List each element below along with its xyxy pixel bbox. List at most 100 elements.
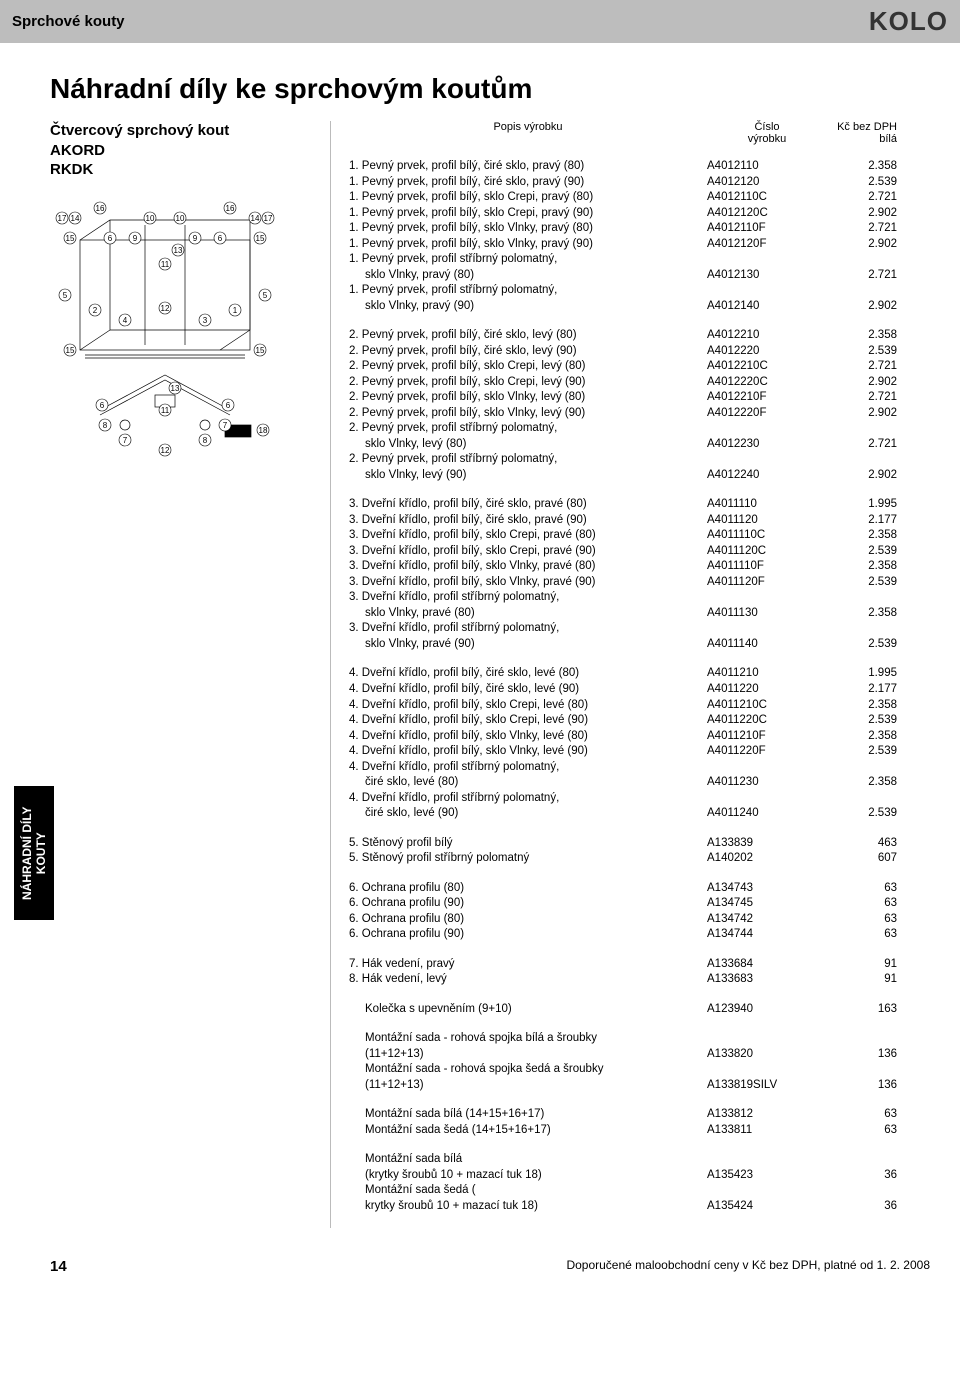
table-row: 3. Dveřní křídlo, profil bílý, čiré sklo… bbox=[349, 513, 930, 529]
table-row: sklo Vlnky, levý (90)A40122402.902 bbox=[349, 468, 930, 484]
cell-code: A4012120F bbox=[707, 237, 827, 253]
cell-description: 5. Stěnový profil stříbrný polomatný bbox=[349, 851, 707, 867]
cell-price: 2.358 bbox=[827, 159, 897, 175]
cell-description: 1. Pevný prvek, profil bílý, sklo Vlnky,… bbox=[349, 237, 707, 253]
svg-text:12: 12 bbox=[161, 304, 170, 313]
cell-code bbox=[707, 1152, 827, 1168]
table-row: 3. Dveřní křídlo, profil stříbrný poloma… bbox=[349, 621, 930, 637]
cell-description: 6. Ochrana profilu (80) bbox=[349, 912, 707, 928]
cell-code: A4012130 bbox=[707, 268, 827, 284]
table-row: 4. Dveřní křídlo, profil stříbrný poloma… bbox=[349, 791, 930, 807]
table-row: 2. Pevný prvek, profil bílý, sklo Vlnky,… bbox=[349, 406, 930, 422]
cell-code: A4012230 bbox=[707, 437, 827, 453]
table-row: 1. Pevný prvek, profil bílý, sklo Vlnky,… bbox=[349, 221, 930, 237]
cell-code: A133819SILV bbox=[707, 1078, 827, 1094]
cell-description: 2. Pevný prvek, profil bílý, sklo Crepi,… bbox=[349, 375, 707, 391]
table-row: 1. Pevný prvek, profil bílý, sklo Vlnky,… bbox=[349, 237, 930, 253]
cell-price bbox=[827, 1031, 897, 1047]
cell-price: 2.539 bbox=[827, 344, 897, 360]
cell-code: A133684 bbox=[707, 957, 827, 973]
table-row: čiré sklo, levé (80)A40112302.358 bbox=[349, 775, 930, 791]
cell-description: 4. Dveřní křídlo, profil bílý, sklo Crep… bbox=[349, 698, 707, 714]
svg-text:7: 7 bbox=[123, 436, 128, 445]
col-header-price: Kč bez DPH bílá bbox=[827, 121, 897, 145]
cell-code: A4012120 bbox=[707, 175, 827, 191]
parts-block: 5. Stěnový profil bílýA1338394635. Stěno… bbox=[349, 836, 930, 867]
cell-price: 2.902 bbox=[827, 237, 897, 253]
cell-price: 91 bbox=[827, 957, 897, 973]
cell-code: A4011110 bbox=[707, 497, 827, 513]
cell-description: krytky šroubů 10 + mazací tuk 18) bbox=[349, 1199, 707, 1215]
svg-text:7: 7 bbox=[223, 421, 228, 430]
cell-description: 6. Ochrana profilu (90) bbox=[349, 927, 707, 943]
cell-description: 3. Dveřní křídlo, profil bílý, čiré sklo… bbox=[349, 497, 707, 513]
cell-price: 2.539 bbox=[827, 744, 897, 760]
cell-description: sklo Vlnky, levý (80) bbox=[349, 437, 707, 453]
cell-code: A4011210 bbox=[707, 666, 827, 682]
cell-code: A4011130 bbox=[707, 606, 827, 622]
cell-description: 3. Dveřní křídlo, profil bílý, sklo Crep… bbox=[349, 528, 707, 544]
cell-description: sklo Vlnky, pravý (80) bbox=[349, 268, 707, 284]
svg-text:6: 6 bbox=[100, 401, 105, 410]
cell-description: 7. Hák vedení, pravý bbox=[349, 957, 707, 973]
cell-code: A4011220F bbox=[707, 744, 827, 760]
cell-price bbox=[827, 621, 897, 637]
table-row: Montážní sada - rohová spojka bílá a šro… bbox=[349, 1031, 930, 1047]
svg-text:14: 14 bbox=[251, 214, 260, 223]
table-row: krytky šroubů 10 + mazací tuk 18)A135424… bbox=[349, 1199, 930, 1215]
cell-description: 1. Pevný prvek, profil stříbrný polomatn… bbox=[349, 283, 707, 299]
cell-price: 2.721 bbox=[827, 390, 897, 406]
table-row: 4. Dveřní křídlo, profil bílý, sklo Vlnk… bbox=[349, 729, 930, 745]
svg-text:6: 6 bbox=[108, 234, 113, 243]
cell-description: 1. Pevný prvek, profil bílý, sklo Crepi,… bbox=[349, 206, 707, 222]
table-row: 3. Dveřní křídlo, profil bílý, sklo Vlnk… bbox=[349, 575, 930, 591]
side-category-tab: NÁHRADNÍ DÍLY KOUTY bbox=[14, 786, 54, 920]
cell-price: 2.539 bbox=[827, 637, 897, 653]
svg-text:13: 13 bbox=[171, 384, 180, 393]
cell-price: 2.358 bbox=[827, 775, 897, 791]
parts-block: Kolečka s upevněním (9+10)A123940163 bbox=[349, 1002, 930, 1018]
table-row: 2. Pevný prvek, profil stříbrný polomatn… bbox=[349, 452, 930, 468]
cell-price: 63 bbox=[827, 896, 897, 912]
cell-code: A4012110C bbox=[707, 190, 827, 206]
table-row: Montážní sada - rohová spojka šedá a šro… bbox=[349, 1062, 930, 1078]
cell-description: Montážní sada šedá ( bbox=[349, 1183, 707, 1199]
cell-code: A4012240 bbox=[707, 468, 827, 484]
cell-price: 63 bbox=[827, 927, 897, 943]
svg-text:14: 14 bbox=[71, 214, 80, 223]
svg-text:8: 8 bbox=[203, 436, 208, 445]
cell-code: A133683 bbox=[707, 972, 827, 988]
cell-description: 3. Dveřní křídlo, profil stříbrný poloma… bbox=[349, 590, 707, 606]
cell-price: 36 bbox=[827, 1168, 897, 1184]
cell-description: 6. Ochrana profilu (90) bbox=[349, 896, 707, 912]
cell-price: 136 bbox=[827, 1047, 897, 1063]
svg-text:16: 16 bbox=[96, 204, 105, 213]
cell-code: A133811 bbox=[707, 1123, 827, 1139]
cell-description: Montážní sada bílá (14+15+16+17) bbox=[349, 1107, 707, 1123]
footer-note: Doporučené maloobchodní ceny v Kč bez DP… bbox=[566, 1258, 930, 1275]
cell-code: A4011140 bbox=[707, 637, 827, 653]
cell-price: 2.177 bbox=[827, 513, 897, 529]
cell-code: A4011220C bbox=[707, 713, 827, 729]
svg-text:9: 9 bbox=[133, 234, 138, 243]
product-line3: RKDK bbox=[50, 160, 330, 180]
cell-description: Montážní sada šedá (14+15+16+17) bbox=[349, 1123, 707, 1139]
parts-table: 1. Pevný prvek, profil bílý, čiré sklo, … bbox=[349, 159, 930, 1214]
cell-code: A135423 bbox=[707, 1168, 827, 1184]
cell-price bbox=[827, 590, 897, 606]
table-row: (11+12+13)A133819SILV136 bbox=[349, 1078, 930, 1094]
cell-code: A4011120 bbox=[707, 513, 827, 529]
cell-description: 3. Dveřní křídlo, profil bílý, sklo Vlnk… bbox=[349, 575, 707, 591]
col-header-code: Číslo výrobku bbox=[707, 121, 827, 145]
cell-description: 2. Pevný prvek, profil bílý, sklo Crepi,… bbox=[349, 359, 707, 375]
cell-description: 3. Dveřní křídlo, profil stříbrný poloma… bbox=[349, 621, 707, 637]
cell-price bbox=[827, 760, 897, 776]
svg-text:4: 4 bbox=[123, 316, 128, 325]
svg-text:15: 15 bbox=[256, 346, 265, 355]
cell-description: Montážní sada bílá bbox=[349, 1152, 707, 1168]
svg-text:12: 12 bbox=[161, 446, 170, 455]
cell-description: 2. Pevný prvek, profil bílý, sklo Vlnky,… bbox=[349, 390, 707, 406]
table-row: sklo Vlnky, pravý (90)A40121402.902 bbox=[349, 299, 930, 315]
cell-description: sklo Vlnky, pravý (90) bbox=[349, 299, 707, 315]
parts-block: Montážní sada bílá(krytky šroubů 10 + ma… bbox=[349, 1152, 930, 1214]
